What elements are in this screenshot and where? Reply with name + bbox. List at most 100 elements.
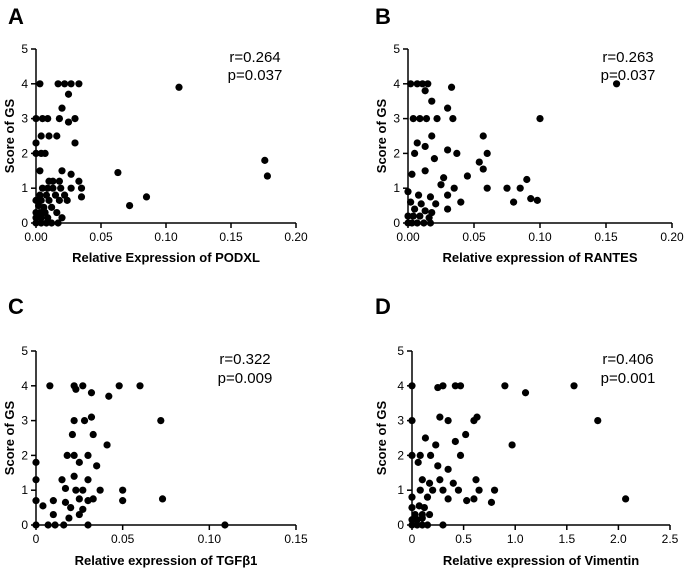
data-point: [421, 142, 429, 151]
data-point: [136, 382, 144, 390]
data-point: [501, 382, 509, 390]
x-tick-label: 0.15: [284, 532, 308, 546]
data-point: [87, 413, 96, 421]
data-point: [411, 205, 419, 213]
data-point: [444, 495, 452, 503]
data-point: [426, 219, 435, 227]
data-point: [71, 139, 79, 147]
correlation-r-label: r=0.263: [602, 49, 653, 66]
data-point: [434, 462, 442, 470]
data-point: [44, 521, 52, 529]
data-point: [96, 486, 104, 494]
data-point: [444, 465, 452, 473]
data-point: [408, 451, 416, 459]
data-point: [37, 132, 45, 140]
data-point: [58, 476, 66, 484]
correlation-r-label: r=0.406: [602, 351, 653, 368]
data-point: [49, 497, 57, 505]
data-point: [55, 177, 64, 185]
data-point: [404, 212, 412, 220]
data-point: [570, 382, 578, 390]
data-point: [84, 521, 92, 529]
y-axis-title: Score of GS: [374, 400, 389, 475]
data-point: [413, 80, 421, 88]
data-point: [114, 168, 122, 177]
data-point: [80, 417, 89, 425]
data-point: [622, 495, 630, 503]
data-point: [77, 184, 86, 192]
data-point: [65, 514, 73, 522]
data-point: [89, 430, 97, 439]
data-point: [55, 115, 64, 123]
data-point: [32, 115, 40, 123]
data-point: [413, 139, 421, 147]
data-point: [444, 191, 452, 199]
data-point: [64, 118, 73, 126]
data-point: [475, 158, 483, 166]
data-point: [413, 521, 421, 529]
x-tick-label: 1.5: [558, 532, 575, 546]
data-point: [414, 458, 422, 466]
y-tick-label: 5: [21, 42, 28, 56]
x-tick-label: 1.0: [507, 532, 524, 546]
data-point: [75, 510, 83, 519]
data-point: [126, 202, 134, 210]
data-point: [449, 115, 457, 123]
data-point: [89, 495, 97, 503]
y-tick-label: 2: [21, 448, 28, 462]
data-point: [32, 476, 40, 484]
data-point: [72, 385, 80, 393]
data-point: [71, 115, 79, 123]
data-point: [420, 219, 428, 227]
data-point: [439, 382, 447, 390]
data-point: [425, 510, 434, 519]
data-point: [426, 451, 435, 459]
x-tick-label: 0.5: [455, 532, 472, 546]
data-point: [424, 80, 432, 88]
data-point: [75, 495, 83, 503]
data-point: [46, 382, 54, 390]
data-point: [157, 417, 165, 425]
x-tick-label: 0.10: [154, 230, 178, 244]
data-point: [472, 476, 480, 484]
y-tick-label: 4: [21, 379, 28, 393]
data-point: [75, 80, 83, 88]
p-value-label: p=0.037: [228, 67, 283, 84]
data-point: [70, 451, 78, 459]
data-point: [75, 177, 83, 185]
data-point: [58, 104, 66, 112]
data-point: [60, 521, 68, 529]
data-point: [456, 451, 465, 459]
panel-letter: D: [375, 294, 391, 319]
data-point: [79, 382, 87, 390]
data-point: [521, 389, 530, 397]
data-point: [447, 83, 456, 91]
data-point: [509, 198, 518, 206]
data-point: [425, 479, 434, 487]
y-axis-title: Score of GS: [374, 98, 389, 173]
correlation-r-label: r=0.264: [229, 49, 280, 66]
x-tick-label: 0.05: [462, 230, 486, 244]
data-point: [70, 417, 78, 425]
data-point: [84, 451, 92, 459]
y-tick-label: 4: [397, 379, 404, 393]
data-point: [32, 497, 40, 505]
data-point: [407, 198, 415, 206]
data-point: [54, 80, 62, 88]
y-tick-label: 1: [397, 483, 404, 497]
x-tick-label: 0: [33, 532, 40, 546]
data-point: [67, 184, 75, 192]
data-point: [503, 184, 511, 192]
data-point: [93, 462, 101, 470]
data-point: [408, 493, 416, 501]
x-tick-label: 0.15: [594, 230, 618, 244]
data-point: [37, 214, 45, 222]
data-point: [38, 184, 47, 192]
x-tick-label: 0.10: [528, 230, 552, 244]
y-axis-title: Score of GS: [2, 400, 17, 475]
data-point: [409, 115, 417, 123]
data-point: [404, 188, 412, 196]
y-tick-label: 2: [393, 146, 400, 160]
data-point: [67, 170, 75, 178]
y-tick-label: 1: [21, 181, 28, 195]
